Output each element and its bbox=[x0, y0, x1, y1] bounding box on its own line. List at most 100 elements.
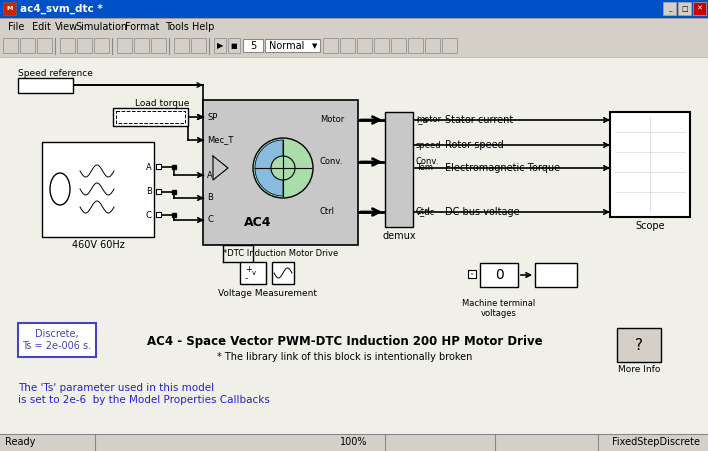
Bar bbox=[617, 328, 661, 362]
Bar bbox=[18, 78, 73, 93]
Bar bbox=[156, 189, 161, 194]
Text: FixedStepDiscrete: FixedStepDiscrete bbox=[612, 437, 700, 447]
Text: A: A bbox=[207, 170, 212, 179]
Text: 0: 0 bbox=[495, 268, 503, 282]
Text: Machine terminal
voltages: Machine terminal voltages bbox=[462, 299, 536, 318]
Text: _: _ bbox=[668, 6, 671, 12]
Bar bbox=[323, 38, 338, 53]
Text: Format: Format bbox=[125, 22, 159, 32]
Bar bbox=[156, 212, 161, 217]
Text: 460V 60Hz: 460V 60Hz bbox=[72, 240, 125, 250]
Text: -: - bbox=[245, 275, 248, 284]
Bar bbox=[272, 262, 294, 284]
Text: Help: Help bbox=[192, 22, 215, 32]
Bar bbox=[174, 38, 189, 53]
Bar bbox=[156, 164, 161, 169]
Bar bbox=[678, 2, 691, 15]
Text: Conv.: Conv. bbox=[416, 157, 440, 166]
Bar bbox=[156, 189, 161, 194]
Text: Tem: Tem bbox=[416, 164, 433, 172]
Bar bbox=[0, 57, 708, 434]
Bar bbox=[116, 111, 185, 123]
Text: Tools: Tools bbox=[165, 22, 189, 32]
Bar bbox=[535, 263, 577, 287]
Text: SP: SP bbox=[207, 112, 217, 121]
Bar bbox=[60, 38, 75, 53]
Bar bbox=[0, 18, 708, 35]
Text: Speed reference: Speed reference bbox=[18, 69, 93, 78]
Bar bbox=[203, 100, 358, 245]
Text: AC4 - Space Vector PWM-DTC Induction 200 HP Motor Drive: AC4 - Space Vector PWM-DTC Induction 200… bbox=[147, 336, 543, 349]
Text: DC bus voltage: DC bus voltage bbox=[445, 207, 520, 217]
Text: * The library link of this block is intentionally broken: * The library link of this block is inte… bbox=[217, 352, 473, 362]
Text: ▶: ▶ bbox=[217, 41, 223, 51]
Bar bbox=[42, 142, 154, 237]
Text: Edit: Edit bbox=[32, 22, 51, 32]
Text: Motor: Motor bbox=[320, 115, 344, 124]
Text: motor: motor bbox=[416, 115, 441, 124]
Bar bbox=[37, 38, 52, 53]
Text: 100%: 100% bbox=[341, 437, 367, 447]
Text: More Info: More Info bbox=[618, 365, 660, 374]
Text: +: + bbox=[245, 264, 252, 273]
Text: Normal: Normal bbox=[269, 41, 304, 51]
Bar bbox=[151, 38, 166, 53]
Text: B: B bbox=[207, 193, 213, 202]
Text: *DTC Induction Motor Drive: *DTC Induction Motor Drive bbox=[223, 249, 338, 258]
Text: File: File bbox=[8, 22, 24, 32]
Circle shape bbox=[271, 156, 295, 180]
Bar bbox=[385, 112, 413, 227]
Text: Ctrl: Ctrl bbox=[320, 207, 335, 216]
Text: ac4_svm_dtc *: ac4_svm_dtc * bbox=[20, 4, 103, 14]
Text: Discrete,
Ts = 2e-006 s.: Discrete, Ts = 2e-006 s. bbox=[23, 329, 91, 351]
Bar bbox=[610, 112, 690, 217]
Text: Ready: Ready bbox=[5, 437, 35, 447]
Polygon shape bbox=[213, 156, 228, 180]
Bar bbox=[357, 38, 372, 53]
Bar bbox=[391, 38, 406, 53]
Bar bbox=[94, 38, 109, 53]
Bar bbox=[0, 0, 708, 18]
Text: C: C bbox=[146, 211, 152, 220]
Bar bbox=[3, 38, 18, 53]
Bar bbox=[77, 38, 92, 53]
Bar bbox=[340, 38, 355, 53]
Bar bbox=[480, 263, 518, 287]
Bar bbox=[240, 262, 266, 284]
Circle shape bbox=[253, 138, 313, 198]
Text: v_dc: v_dc bbox=[416, 207, 435, 216]
Text: Ctrl: Ctrl bbox=[416, 207, 431, 216]
Text: □: □ bbox=[681, 6, 687, 12]
Bar bbox=[3, 2, 16, 15]
Text: Conv.: Conv. bbox=[320, 157, 343, 166]
Text: View: View bbox=[55, 22, 78, 32]
Text: Simulation: Simulation bbox=[75, 22, 127, 32]
Text: A: A bbox=[146, 162, 152, 171]
Bar bbox=[442, 38, 457, 53]
Polygon shape bbox=[255, 140, 283, 196]
Text: ▼: ▼ bbox=[312, 43, 318, 49]
Text: demux: demux bbox=[382, 231, 416, 241]
Bar bbox=[0, 35, 708, 57]
Bar bbox=[113, 108, 188, 126]
Bar bbox=[468, 270, 476, 278]
Text: C: C bbox=[207, 216, 213, 225]
Bar bbox=[156, 212, 161, 217]
Text: speed: speed bbox=[416, 141, 442, 149]
Text: i_a: i_a bbox=[416, 115, 428, 124]
Text: Voltage Measurement: Voltage Measurement bbox=[217, 290, 316, 299]
Text: ■: ■ bbox=[231, 43, 237, 49]
Bar bbox=[425, 38, 440, 53]
Text: 5: 5 bbox=[250, 41, 256, 51]
Bar bbox=[18, 323, 96, 357]
Text: Rotor speed: Rotor speed bbox=[445, 140, 504, 150]
Text: Scope: Scope bbox=[635, 221, 665, 231]
Bar bbox=[214, 38, 226, 53]
Bar bbox=[408, 38, 423, 53]
Bar bbox=[191, 38, 206, 53]
Text: Mec_T: Mec_T bbox=[207, 135, 234, 144]
Bar bbox=[243, 39, 263, 52]
Bar bbox=[374, 38, 389, 53]
Text: v: v bbox=[252, 270, 256, 276]
Bar bbox=[0, 434, 708, 451]
